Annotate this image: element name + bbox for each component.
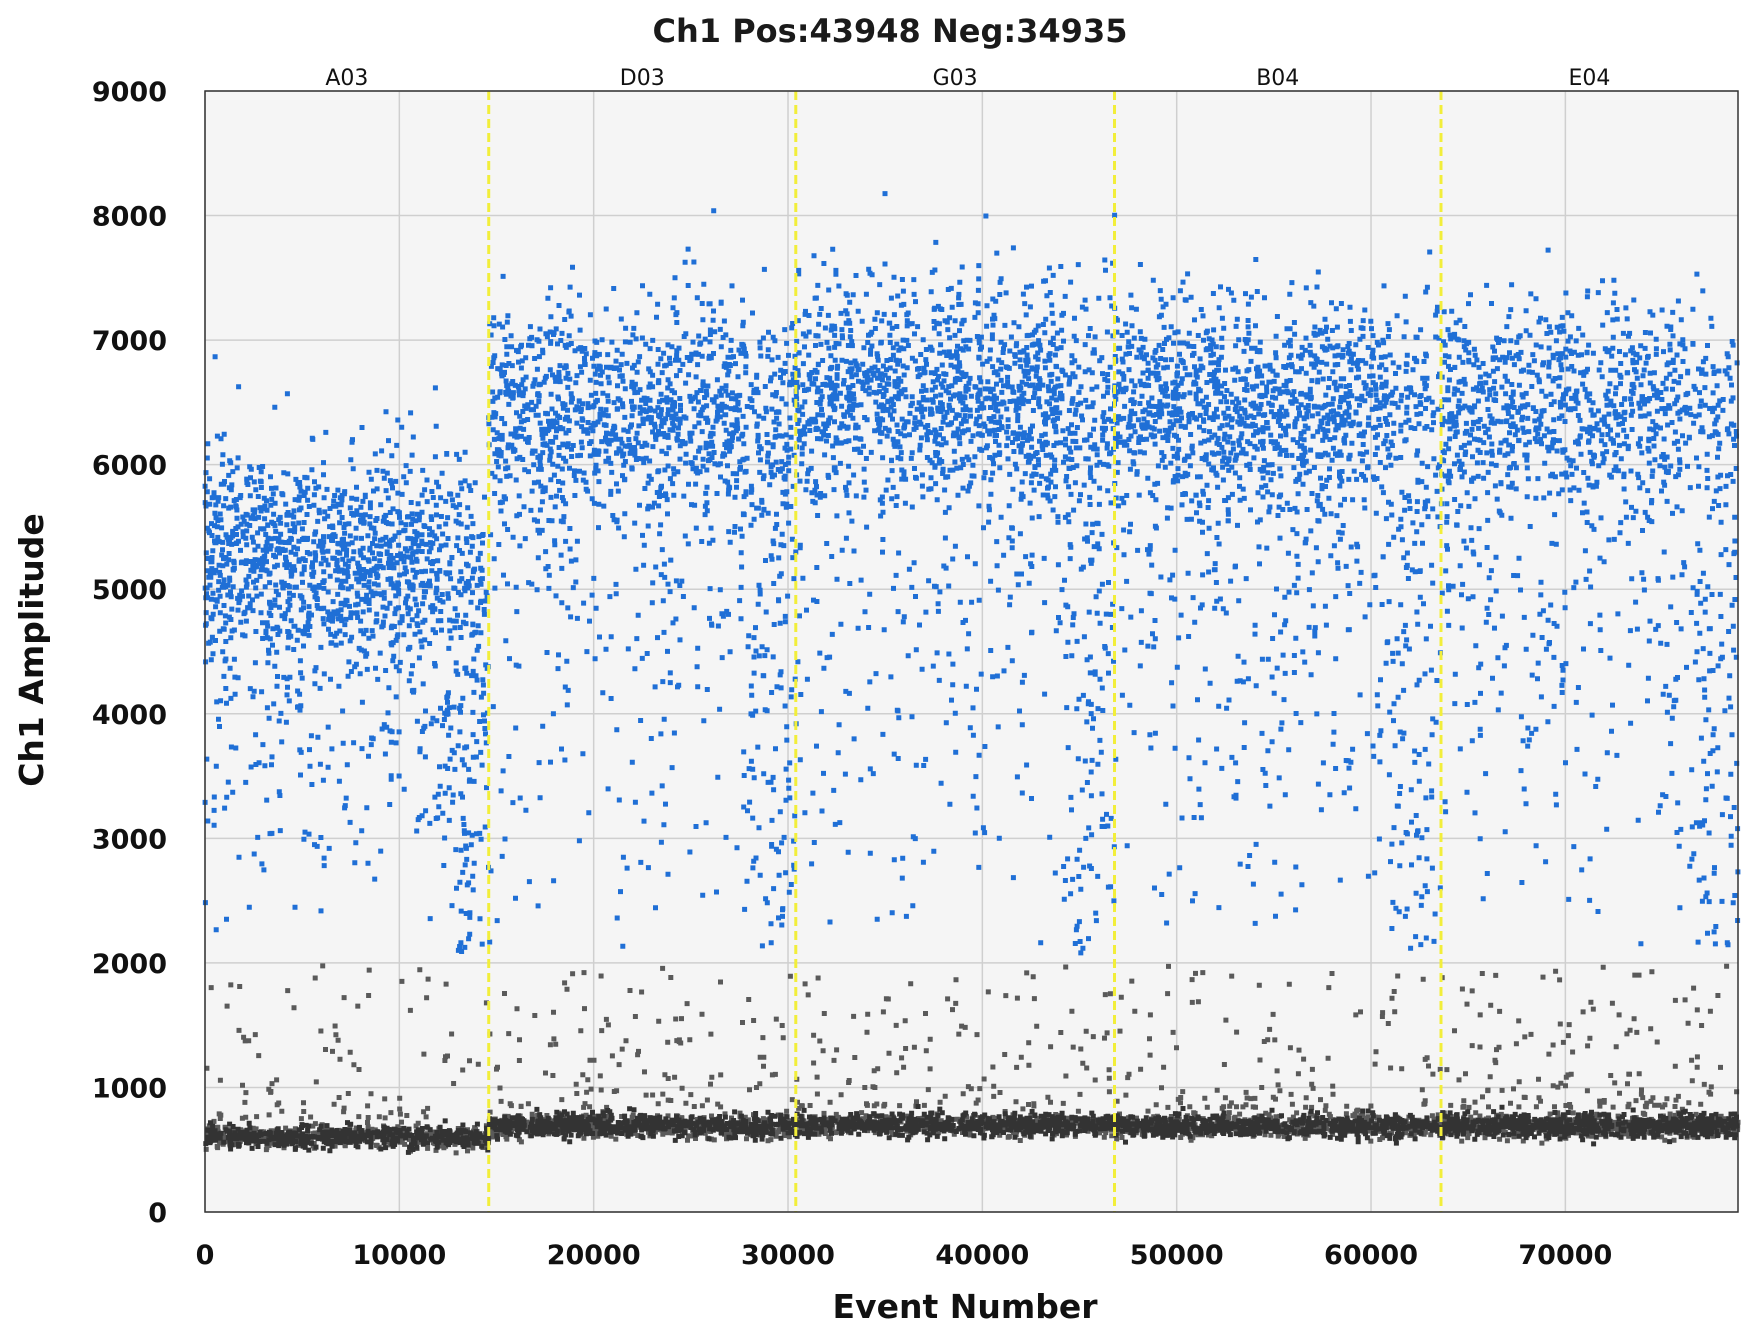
well-dividers — [487, 91, 1443, 1212]
negative-droplets — [203, 963, 1741, 1156]
x-axis-title: Event Number — [833, 1287, 1099, 1326]
well-label: D03 — [620, 66, 665, 91]
y-tick-label: 9000 — [92, 77, 167, 108]
x-tick-label: 30000 — [741, 1240, 835, 1271]
y-tick-label: 3000 — [92, 824, 167, 855]
x-tick-label: 0 — [196, 1240, 215, 1271]
negative-droplets-layer — [203, 963, 1741, 1156]
plot-area — [205, 91, 1738, 1212]
well-label: G03 — [933, 66, 978, 91]
chart-title: Ch1 Pos:43948 Neg:34935 — [653, 12, 1128, 50]
x-tick-label: 70000 — [1518, 1240, 1612, 1271]
y-tick-label: 5000 — [92, 575, 167, 606]
x-tick-label: 40000 — [935, 1240, 1029, 1271]
y-tick-labels: 0 1000 2000 3000 4000 5000 6000 7000 8000 9000 — [92, 77, 167, 1229]
well-label: E04 — [1569, 66, 1611, 91]
x-tick-labels: 0 10000 20000 30000 40000 50000 60000 70000 — [196, 1240, 1613, 1271]
y-tick-label: 4000 — [92, 700, 167, 731]
x-tick-label: 20000 — [547, 1240, 641, 1271]
x-tick-label: 50000 — [1130, 1240, 1224, 1271]
negative-droplets-core — [203, 1104, 1740, 1155]
well-label: B04 — [1256, 66, 1299, 91]
plot-frame — [204, 90, 1739, 1213]
x-tick-label: 10000 — [352, 1240, 446, 1271]
x-tick-label: 60000 — [1324, 1240, 1418, 1271]
y-axis-title: Ch1 Amplitude — [12, 513, 51, 787]
y-tick-label: 1000 — [92, 1073, 167, 1104]
y-tick-label: 2000 — [92, 949, 167, 980]
well-labels: A03 D03 G03 B04 E04 — [325, 66, 1610, 91]
well-label: A03 — [325, 66, 368, 91]
y-tick-label: 6000 — [92, 451, 167, 482]
y-tick-label: 8000 — [92, 202, 167, 233]
y-tick-label: 0 — [148, 1198, 167, 1229]
y-tick-label: 7000 — [92, 326, 167, 357]
